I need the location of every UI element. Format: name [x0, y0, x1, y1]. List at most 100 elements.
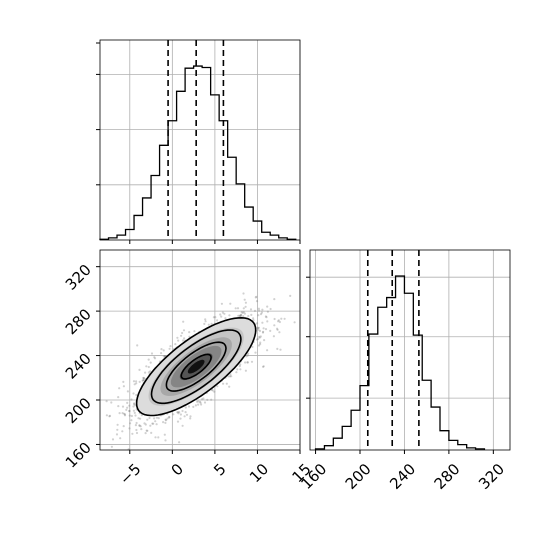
scatter-point: [147, 358, 150, 361]
scatter-point: [213, 390, 216, 393]
scatter-point: [254, 296, 257, 299]
scatter-point: [139, 417, 142, 420]
scatter-point: [146, 429, 149, 432]
scatter-point: [220, 315, 223, 318]
scatter-point: [118, 387, 121, 390]
scatter-point: [128, 427, 131, 430]
scatter-point: [256, 326, 260, 329]
y-tick-label: 240: [62, 350, 95, 383]
scatter-point: [200, 398, 204, 401]
scatter-point: [257, 326, 260, 329]
scatter-point: [239, 315, 242, 318]
scatter-point: [189, 417, 192, 420]
scatter-point: [224, 317, 227, 320]
x-tick-label: 0: [168, 460, 187, 479]
scatter-point: [162, 349, 165, 352]
scatter-point: [184, 411, 187, 414]
scatter-point: [105, 414, 108, 417]
scatter-point: [203, 401, 207, 404]
scatter-point: [239, 313, 243, 316]
scatter-point: [135, 421, 138, 425]
scatter-point: [252, 319, 255, 322]
histogram-x-bars: [99, 65, 297, 240]
scatter-point: [155, 423, 158, 426]
scatter-point: [280, 317, 283, 320]
scatter-point: [243, 298, 246, 301]
scatter-point: [168, 416, 171, 419]
scatter-point: [91, 411, 93, 413]
scatter-point: [123, 412, 126, 415]
scatter-point: [197, 403, 200, 406]
scatter-point: [239, 368, 242, 371]
scatter-point: [157, 436, 160, 439]
scatter-point: [132, 409, 135, 412]
scatter-point: [204, 318, 207, 321]
scatter-point: [154, 420, 157, 423]
scatter-point: [196, 400, 199, 403]
scatter-point: [242, 292, 245, 295]
contour-line: [135, 316, 257, 417]
scatter-point: [138, 424, 141, 427]
x-tick-label: 320: [475, 460, 508, 493]
scatter-point: [234, 307, 237, 310]
scatter-point: [258, 329, 262, 332]
scatter-point: [241, 311, 244, 314]
scatter-point: [278, 331, 281, 334]
scatter-point: [257, 344, 261, 347]
scatter-point: [138, 424, 141, 427]
scatter-point: [132, 405, 135, 408]
scatter-point: [250, 313, 253, 316]
scatter-point: [135, 393, 138, 397]
scatter-point: [246, 361, 249, 364]
scatter-point: [180, 334, 183, 337]
contour-line: [180, 353, 212, 380]
scatter-point: [121, 405, 125, 408]
scatter-point: [240, 314, 243, 317]
y-tick-label: 320: [62, 261, 95, 294]
scatter-point: [147, 371, 150, 374]
scatter-point: [111, 438, 115, 441]
x-tick-label: 5: [210, 460, 229, 479]
scatter-point: [108, 414, 112, 417]
scatter-point: [203, 322, 206, 325]
scatter-point: [160, 348, 163, 351]
scatter-point: [252, 317, 255, 320]
scatter-point: [130, 414, 133, 418]
scatter-point: [250, 360, 254, 363]
scatter-point: [283, 317, 286, 320]
scatter-point: [146, 418, 149, 421]
scatter-point: [262, 365, 265, 368]
scatter-point: [273, 317, 276, 321]
contour-line: [150, 329, 242, 405]
x-tick-label: 200: [342, 460, 375, 493]
scatter-point: [143, 377, 146, 380]
scatter-point: [199, 401, 202, 404]
scatter-point: [202, 397, 205, 400]
scatter-point: [174, 343, 177, 346]
scatter-point: [257, 314, 260, 317]
scatter-point: [181, 331, 184, 335]
scatter-point: [133, 402, 136, 405]
scatter-point: [262, 330, 265, 333]
scatter-point: [238, 314, 242, 318]
scatter-point: [142, 376, 145, 379]
scatter-point: [244, 361, 247, 364]
scatter-point: [163, 433, 166, 436]
scatter-point: [83, 432, 85, 434]
scatter-point: [221, 311, 224, 314]
scatter-point: [178, 441, 181, 444]
scatter-point: [139, 425, 142, 428]
scatter-point: [293, 321, 296, 324]
scatter-point: [243, 312, 246, 315]
scatter-point: [242, 311, 245, 314]
scatter-point: [149, 370, 152, 373]
histogram-y-panel: 160 200 240 280 320: [297, 249, 511, 493]
scatter-point: [262, 327, 265, 330]
scatter-point: [273, 324, 276, 327]
scatter-point: [237, 314, 240, 317]
scatter-point: [244, 301, 247, 304]
scatter-point: [244, 305, 247, 308]
scatter-point: [225, 382, 228, 385]
scatter-point: [181, 339, 185, 342]
